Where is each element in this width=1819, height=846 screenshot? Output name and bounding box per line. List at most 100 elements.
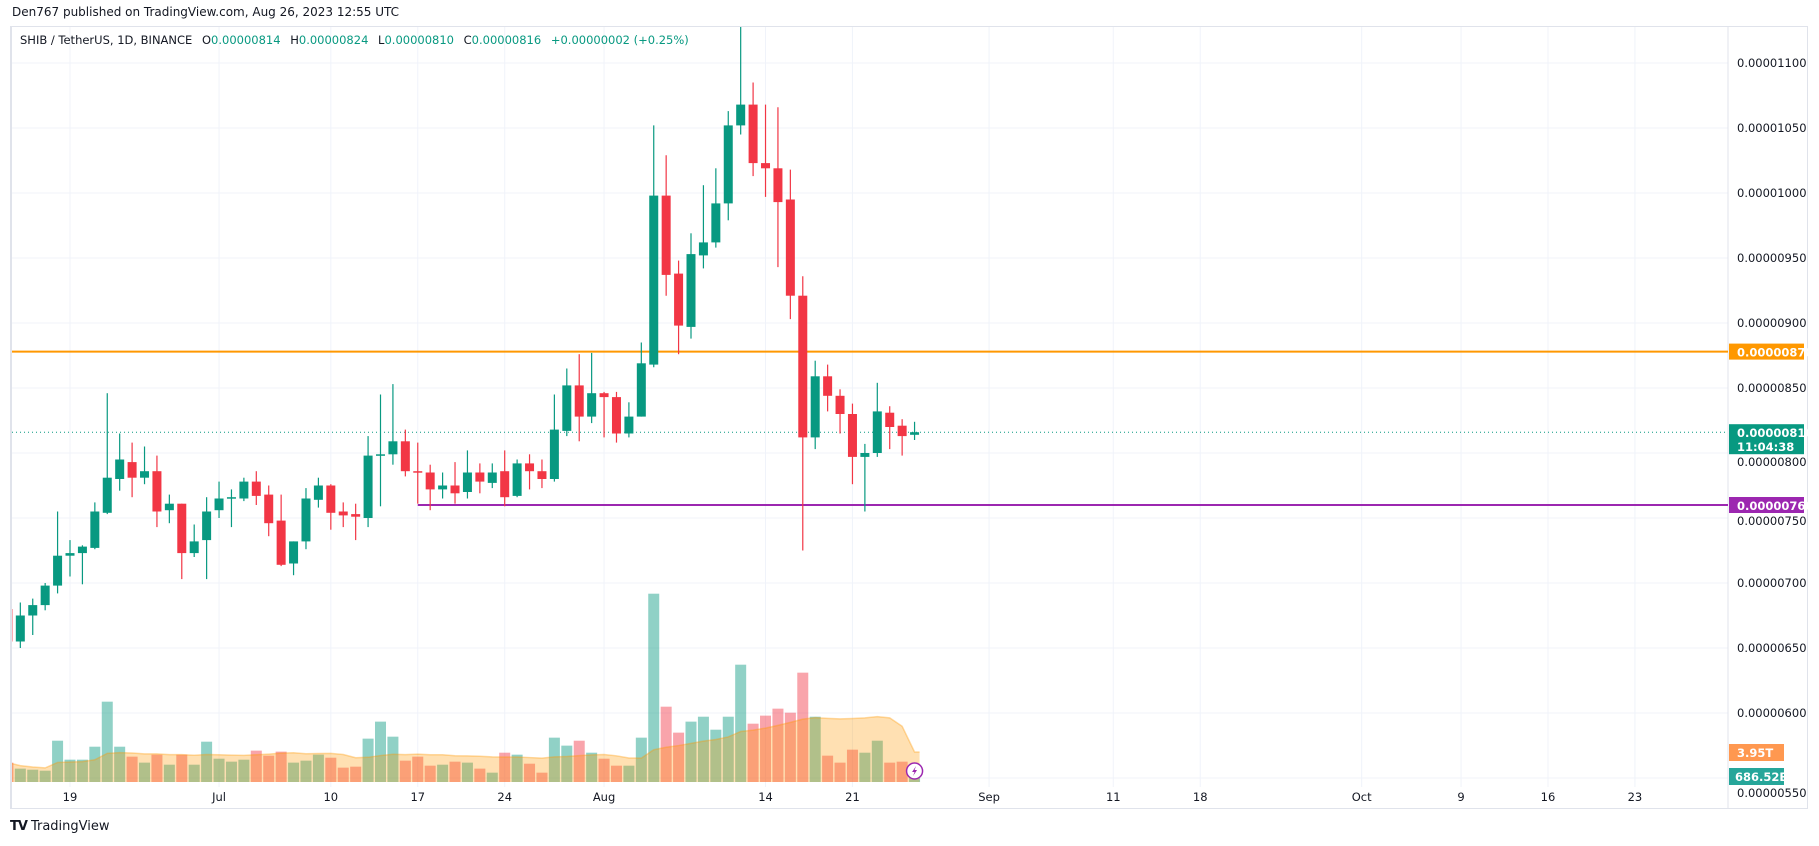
volume-bar xyxy=(598,758,610,782)
open-value: 0.00000814 xyxy=(211,33,281,47)
candle-up xyxy=(723,125,733,204)
candle-down xyxy=(500,471,510,498)
publish-info: Den767 published on TradingView.com, Aug… xyxy=(12,5,400,19)
tradingview-logo[interactable]: TV TradingView xyxy=(10,819,109,834)
volume-ma-area xyxy=(12,716,920,782)
volume-bar xyxy=(126,756,138,782)
volume-bar xyxy=(139,762,151,782)
candle-down xyxy=(835,395,845,414)
price-tick-label: 0.00000650 xyxy=(1737,641,1807,655)
volume-bar xyxy=(151,754,163,782)
support-price-label xyxy=(1729,497,1804,513)
price-tick-label: 0.00000850 xyxy=(1737,381,1807,395)
symbol-legend: SHIB / TetherUS, 1D, BINANCE O0.00000814… xyxy=(20,33,689,47)
volume-ma-label-text: 3.95T xyxy=(1737,746,1773,760)
candle-up xyxy=(102,477,112,513)
volume-bar xyxy=(697,716,709,782)
candle-down xyxy=(326,485,336,513)
volume-bar xyxy=(772,708,784,782)
price-tick-label: 0.00001000 xyxy=(1737,186,1807,200)
candle-up xyxy=(28,605,38,616)
candle-up xyxy=(587,393,597,417)
volume-bar xyxy=(39,770,51,782)
volume-bar xyxy=(412,756,424,782)
date-tick-label: 24 xyxy=(497,790,512,804)
volume-bar xyxy=(834,762,846,782)
date-tick-label: 10 xyxy=(323,790,338,804)
volume-bar xyxy=(27,769,39,782)
candle-down xyxy=(823,376,833,396)
price-tick-label: 0.00000800 xyxy=(1737,455,1807,469)
candle-up xyxy=(388,441,398,455)
candle-down xyxy=(400,441,410,472)
candle-up xyxy=(40,585,50,606)
volume-bar xyxy=(784,712,796,782)
candle-down xyxy=(599,393,609,398)
volume-bar xyxy=(312,754,324,782)
volume-bar xyxy=(809,716,821,782)
candle-up xyxy=(438,485,448,490)
candle-down xyxy=(251,481,261,496)
volume-bar xyxy=(499,752,511,782)
candle-down xyxy=(785,199,795,296)
volume-bar xyxy=(648,593,660,782)
low-label: L xyxy=(378,33,385,47)
volume-bar xyxy=(375,721,386,782)
candle-down xyxy=(761,163,771,169)
candle-down xyxy=(574,385,584,417)
price-tick-label: 0.00001050 xyxy=(1737,121,1807,135)
volume-bar xyxy=(225,761,237,782)
candle-up xyxy=(910,432,920,435)
change-value: +0.00000002 (+0.25%) xyxy=(550,33,689,47)
volume-bar xyxy=(623,765,635,782)
close-value: 0.00000816 xyxy=(471,33,542,47)
candle-up xyxy=(53,555,63,586)
date-tick-label: 9 xyxy=(1457,790,1464,804)
candle-up xyxy=(140,471,150,478)
volume-bar xyxy=(52,740,64,782)
volume-bar xyxy=(610,765,622,782)
price-tick-label: 0.00000950 xyxy=(1737,251,1807,265)
candle-down xyxy=(748,104,758,164)
candle-up xyxy=(698,242,708,256)
current-price-label-text: 0.00000816 xyxy=(1737,426,1813,440)
current-price-label-text: 11:04:38 xyxy=(1737,440,1794,454)
date-tick-label: Sep xyxy=(978,790,1000,804)
candle-down xyxy=(674,273,684,326)
volume-bar xyxy=(387,736,399,782)
date-tick-label: 17 xyxy=(410,790,425,804)
volume-bar xyxy=(548,737,560,782)
date-tick-label: Jul xyxy=(211,790,226,804)
candle-down xyxy=(773,168,783,203)
volume-bar xyxy=(586,752,598,782)
date-tick-label: 14 xyxy=(758,790,773,804)
date-tick-label: 11 xyxy=(1106,790,1121,804)
volume-current-label xyxy=(1729,768,1784,785)
volume-bar xyxy=(163,764,175,782)
volume-bar xyxy=(685,721,697,782)
volume-bar xyxy=(846,749,858,782)
volume-bar xyxy=(735,664,747,782)
candle-up xyxy=(624,416,634,434)
volume-bar xyxy=(710,729,722,782)
candle-down xyxy=(177,503,187,554)
candle-up xyxy=(549,429,559,479)
support-price-label-text: 0.00000760 xyxy=(1737,499,1813,513)
volume-bar xyxy=(350,766,362,782)
volume-bar xyxy=(660,706,672,782)
volume-current-label-text: 686.52B xyxy=(1735,770,1788,784)
candle-up xyxy=(202,511,212,541)
symbol-title[interactable]: SHIB / TetherUS, 1D, BINANCE xyxy=(20,33,193,47)
open-label: O xyxy=(201,33,212,47)
candle-down xyxy=(264,494,274,524)
candle-down xyxy=(475,472,485,482)
volume-bar xyxy=(114,746,126,782)
candle-down xyxy=(611,397,621,434)
volume-bar xyxy=(188,764,200,782)
volume-bar xyxy=(101,701,113,782)
candle-down xyxy=(338,511,348,516)
candle-up xyxy=(487,472,497,483)
volume-bar xyxy=(325,757,337,782)
candle-down xyxy=(525,463,535,472)
